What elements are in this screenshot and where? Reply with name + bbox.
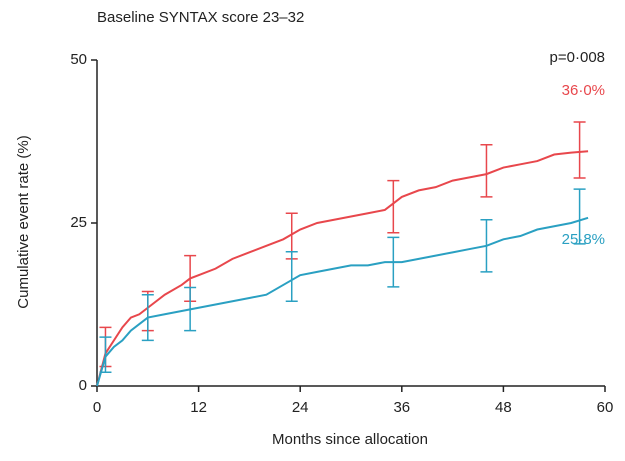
- x-tick-label: 48: [495, 399, 512, 416]
- error-bar: [184, 286, 197, 332]
- y-tick-label: 25: [70, 214, 87, 231]
- x-tick-label: 12: [190, 399, 207, 416]
- end-label: 36·0%: [562, 82, 605, 99]
- chart-title: Baseline SYNTAX score 23–32: [97, 9, 304, 26]
- x-axis-label: Months since allocation: [272, 431, 428, 448]
- x-tick-label: 60: [597, 399, 614, 416]
- x-tick-label: 0: [93, 399, 101, 416]
- p-value: p=0·008: [550, 49, 605, 66]
- event-curve: [96, 216, 589, 387]
- error-bar: [573, 121, 586, 179]
- end-label: 25·8%: [562, 231, 605, 248]
- error-bar: [99, 336, 112, 374]
- error-bar: [141, 293, 154, 342]
- error-bar: [480, 144, 493, 198]
- y-axis-label: Cumulative event rate (%): [15, 135, 32, 308]
- y-tick-label: 0: [79, 377, 87, 394]
- x-tick-label: 24: [292, 399, 309, 416]
- y-tick-label: 50: [70, 51, 87, 68]
- x-tick-label: 36: [393, 399, 410, 416]
- error-bar: [387, 179, 400, 234]
- error-bar: [285, 250, 298, 302]
- error-bar: [480, 218, 493, 273]
- error-bar: [387, 236, 400, 288]
- error-bar: [573, 188, 586, 245]
- event-curve: [96, 150, 589, 387]
